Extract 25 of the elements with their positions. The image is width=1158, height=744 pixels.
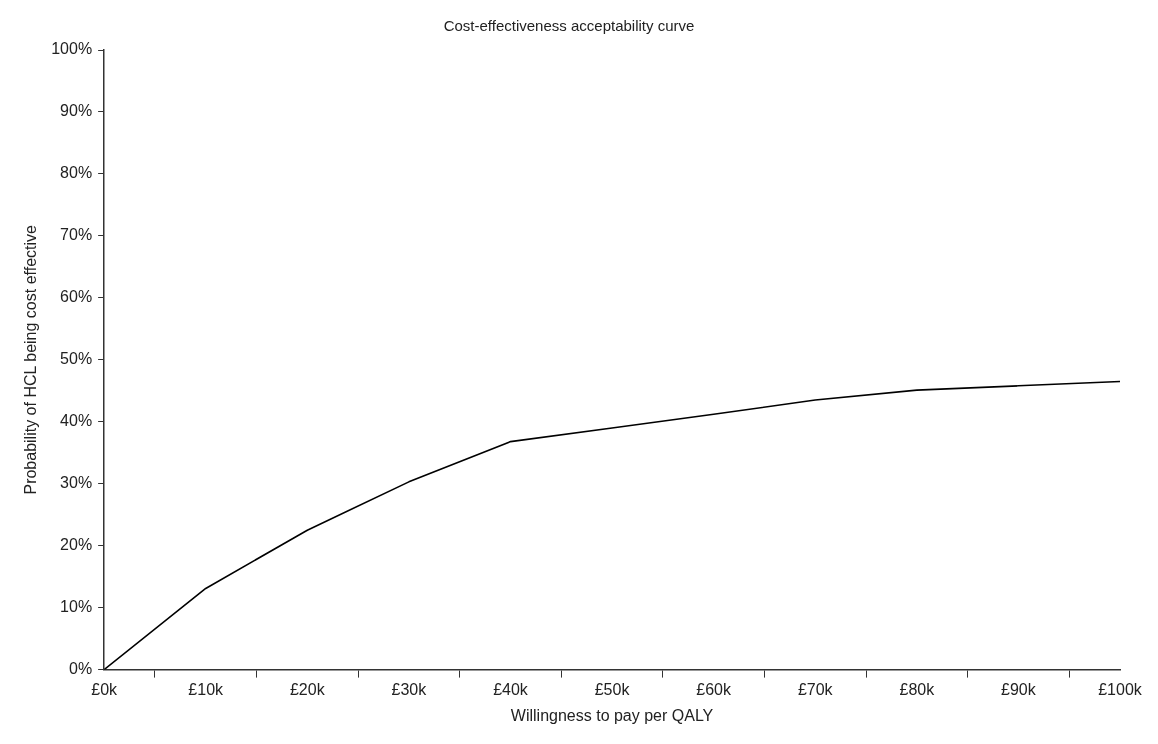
y-tick-label: 20%: [60, 536, 93, 554]
y-tick-label: 90%: [60, 102, 93, 120]
x-tick-label: £80k: [899, 680, 936, 698]
x-tick-label: £50k: [594, 680, 631, 698]
x-axis-title: Willingness to pay per QALY: [510, 706, 714, 724]
x-tick-label: £60k: [696, 680, 732, 698]
chart-title: Cost-effectiveness acceptability curve: [443, 17, 695, 35]
y-tick-label: 100%: [51, 40, 93, 58]
x-tick-label: £10k: [188, 680, 225, 698]
x-tick-label: £70k: [797, 680, 834, 698]
y-tick-label: 30%: [60, 474, 93, 492]
y-tick-label: 50%: [60, 350, 93, 368]
x-tick-label: £40k: [493, 680, 529, 698]
x-tick-label: £100k: [1098, 680, 1143, 698]
x-tick-label: £90k: [1001, 680, 1037, 698]
x-tick-label: £0k: [91, 680, 119, 698]
y-tick-label: 40%: [60, 412, 93, 430]
y-tick-label: 60%: [60, 288, 93, 306]
x-tick-label: £30k: [391, 680, 428, 698]
y-tick-label: 0%: [69, 660, 93, 678]
y-tick-label: 10%: [60, 598, 93, 616]
y-tick-label: 80%: [60, 164, 93, 182]
y-tick-label: 70%: [60, 226, 93, 244]
y-axis-title: Probability of HCL being cost effective: [22, 224, 40, 495]
x-tick-label: £20k: [289, 680, 326, 698]
